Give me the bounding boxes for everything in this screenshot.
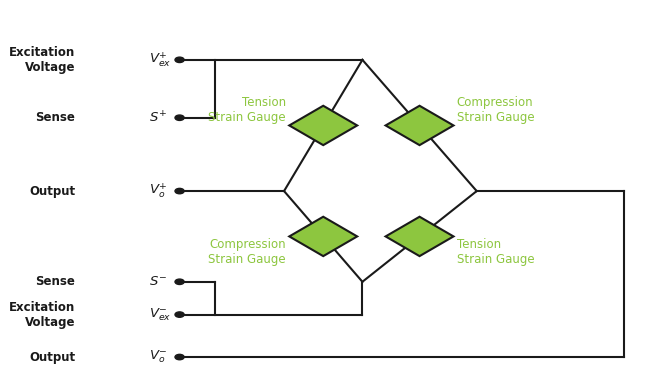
Circle shape — [175, 354, 184, 360]
Polygon shape — [289, 217, 357, 256]
Text: Tension
Strain Gauge: Tension Strain Gauge — [208, 96, 286, 124]
Circle shape — [175, 312, 184, 317]
Polygon shape — [289, 106, 357, 145]
Text: $V_{o}^{-}$: $V_{o}^{-}$ — [149, 349, 168, 365]
Circle shape — [175, 57, 184, 63]
Text: Tension
Strain Gauge: Tension Strain Gauge — [457, 238, 534, 266]
Text: $S^{-}$: $S^{-}$ — [149, 275, 167, 288]
Text: Excitation
Voltage: Excitation Voltage — [9, 301, 75, 328]
Circle shape — [175, 115, 184, 120]
Text: $V_{o}^{+}$: $V_{o}^{+}$ — [149, 182, 168, 200]
Text: $S^{+}$: $S^{+}$ — [149, 110, 167, 125]
Text: $V_{ex}^{-}$: $V_{ex}^{-}$ — [149, 306, 171, 323]
Circle shape — [175, 188, 184, 194]
Text: Compression
Strain Gauge: Compression Strain Gauge — [208, 238, 286, 266]
Polygon shape — [385, 106, 454, 145]
Text: $V_{ex}^{+}$: $V_{ex}^{+}$ — [149, 51, 171, 69]
Text: Output: Output — [29, 350, 75, 364]
Text: Sense: Sense — [35, 275, 75, 288]
Text: Compression
Strain Gauge: Compression Strain Gauge — [457, 96, 534, 124]
Circle shape — [175, 279, 184, 284]
Text: Excitation
Voltage: Excitation Voltage — [9, 46, 75, 74]
Text: Output: Output — [29, 185, 75, 198]
Polygon shape — [385, 217, 454, 256]
Text: Sense: Sense — [35, 111, 75, 124]
